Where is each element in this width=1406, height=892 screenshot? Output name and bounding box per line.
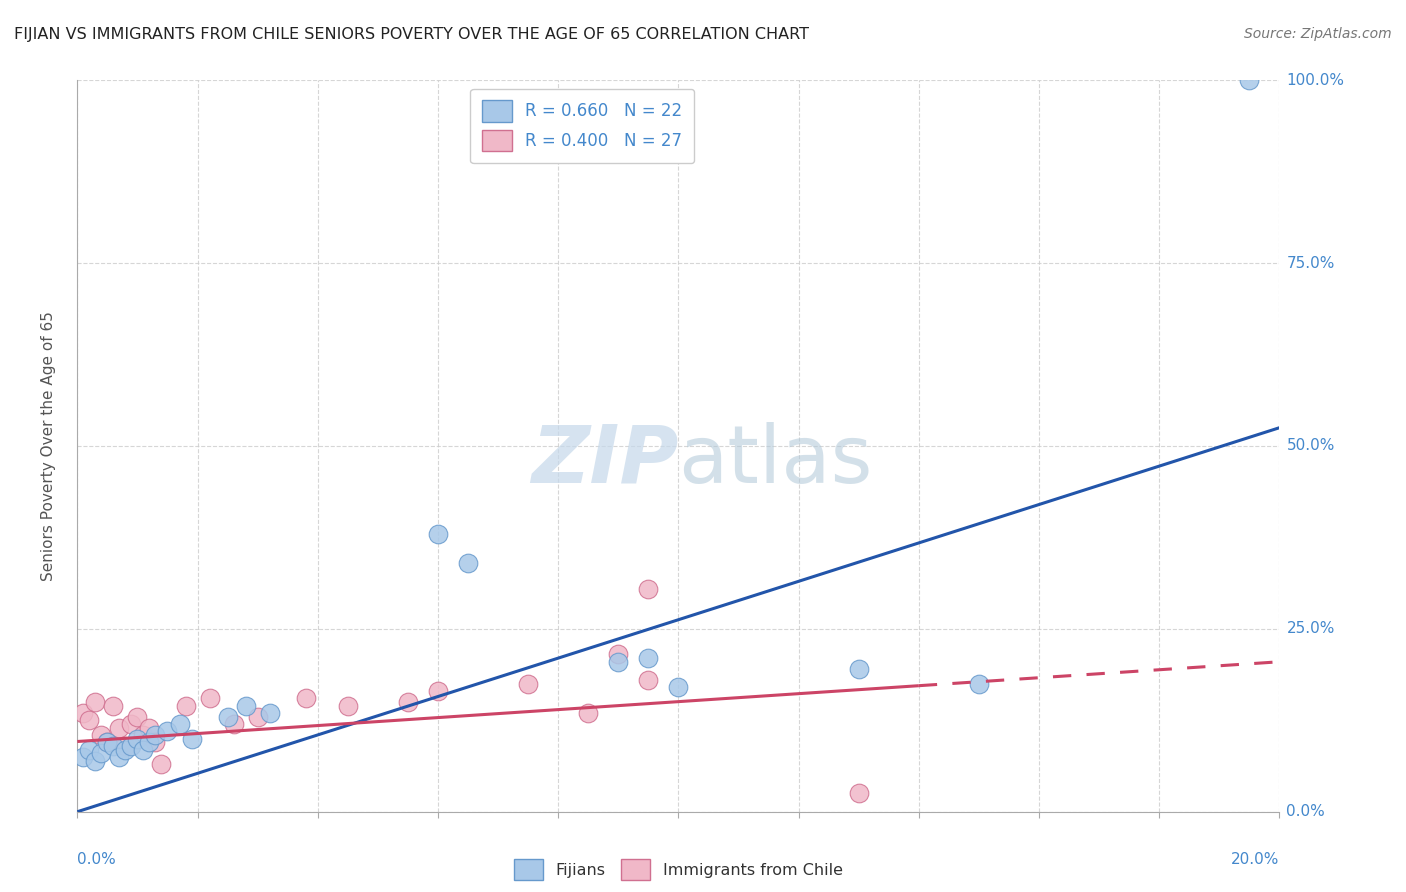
Point bbox=[138, 721, 160, 735]
Point bbox=[637, 651, 659, 665]
Text: FIJIAN VS IMMIGRANTS FROM CHILE SENIORS POVERTY OVER THE AGE OF 65 CORRELATION C: FIJIAN VS IMMIGRANTS FROM CHILE SENIORS … bbox=[14, 27, 808, 42]
Text: 50.0%: 50.0% bbox=[1286, 439, 1334, 453]
Point bbox=[235, 698, 257, 713]
Point bbox=[174, 698, 197, 713]
Point bbox=[637, 673, 659, 687]
Legend: Fijians, Immigrants from Chile: Fijians, Immigrants from Chile bbox=[506, 851, 851, 888]
Point bbox=[138, 735, 160, 749]
Point bbox=[79, 742, 101, 756]
Point bbox=[145, 735, 167, 749]
Text: 100.0%: 100.0% bbox=[1286, 73, 1344, 87]
Point bbox=[79, 714, 101, 728]
Point bbox=[198, 691, 221, 706]
Point bbox=[336, 698, 359, 713]
Point bbox=[607, 655, 630, 669]
Point bbox=[84, 754, 107, 768]
Point bbox=[108, 721, 131, 735]
Point bbox=[127, 709, 149, 723]
Point bbox=[517, 676, 540, 690]
Point bbox=[72, 706, 94, 720]
Point bbox=[637, 582, 659, 596]
Point bbox=[132, 728, 155, 742]
Point bbox=[222, 717, 245, 731]
Point bbox=[90, 746, 112, 760]
Point bbox=[96, 735, 118, 749]
Point bbox=[246, 709, 269, 723]
Point bbox=[848, 662, 870, 676]
Point bbox=[169, 717, 191, 731]
Y-axis label: Seniors Poverty Over the Age of 65: Seniors Poverty Over the Age of 65 bbox=[42, 311, 56, 581]
Point bbox=[576, 706, 599, 720]
Point bbox=[427, 684, 450, 698]
Point bbox=[72, 749, 94, 764]
Point bbox=[668, 681, 690, 695]
Point bbox=[108, 749, 131, 764]
Point bbox=[427, 526, 450, 541]
Point bbox=[259, 706, 281, 720]
Text: 75.0%: 75.0% bbox=[1286, 256, 1334, 270]
Point bbox=[607, 648, 630, 662]
Point bbox=[396, 695, 419, 709]
Text: Source: ZipAtlas.com: Source: ZipAtlas.com bbox=[1244, 27, 1392, 41]
Point bbox=[114, 742, 136, 756]
Point bbox=[967, 676, 990, 690]
Point bbox=[84, 695, 107, 709]
Point bbox=[127, 731, 149, 746]
Point bbox=[90, 728, 112, 742]
Point bbox=[294, 691, 316, 706]
Point bbox=[120, 717, 142, 731]
Point bbox=[103, 698, 125, 713]
Text: ZIP: ZIP bbox=[531, 422, 679, 500]
Point bbox=[848, 787, 870, 801]
Text: 20.0%: 20.0% bbox=[1232, 852, 1279, 867]
Point bbox=[145, 728, 167, 742]
Point bbox=[156, 724, 179, 739]
Text: atlas: atlas bbox=[679, 422, 873, 500]
Point bbox=[1239, 73, 1261, 87]
Point bbox=[217, 709, 239, 723]
Point bbox=[114, 739, 136, 753]
Text: 0.0%: 0.0% bbox=[1286, 805, 1326, 819]
Point bbox=[103, 739, 125, 753]
Text: 25.0%: 25.0% bbox=[1286, 622, 1334, 636]
Point bbox=[457, 556, 479, 570]
Point bbox=[96, 735, 118, 749]
Point bbox=[132, 742, 155, 756]
Point bbox=[180, 731, 202, 746]
Point bbox=[120, 739, 142, 753]
Point bbox=[150, 757, 173, 772]
Text: 0.0%: 0.0% bbox=[77, 852, 117, 867]
